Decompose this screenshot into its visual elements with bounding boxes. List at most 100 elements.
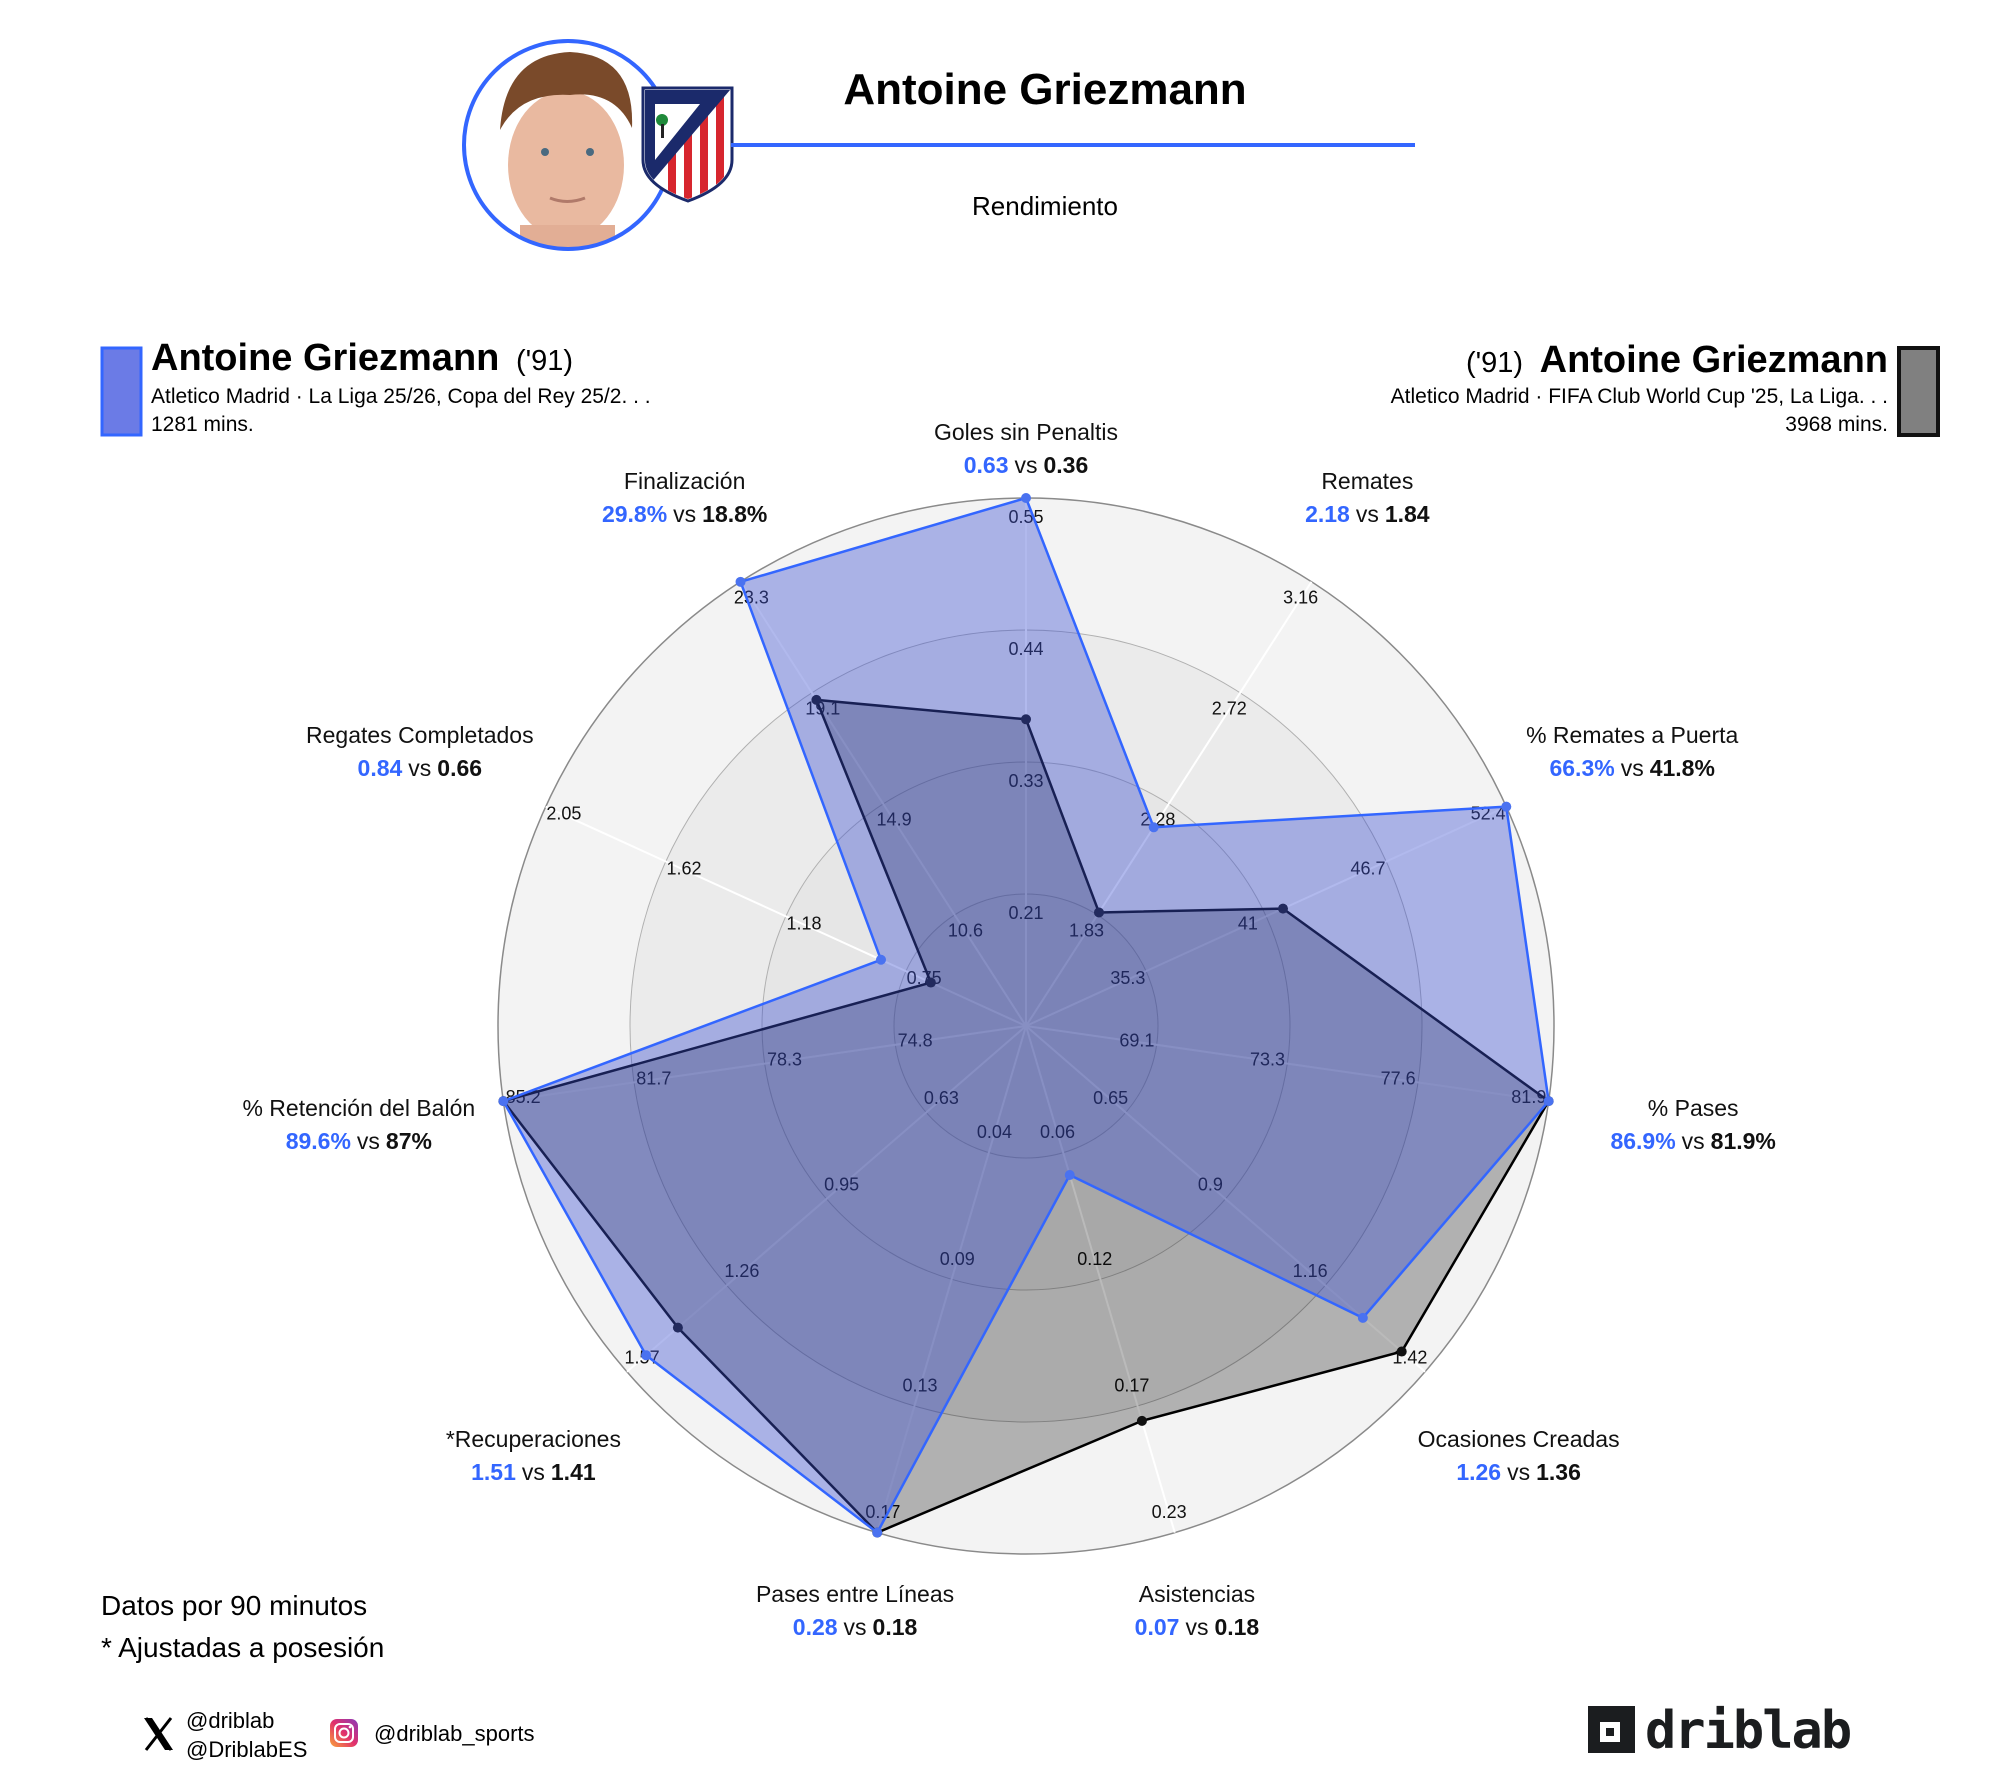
comparison-series-point bbox=[811, 694, 822, 705]
tick-label: 0.17 bbox=[1114, 1376, 1149, 1396]
axis-spoke bbox=[739, 581, 1027, 1027]
vs-label: vs bbox=[522, 1459, 545, 1485]
axis-spoke bbox=[545, 805, 1027, 1027]
tick-label: 0.13 bbox=[903, 1376, 938, 1396]
legend-player: Antoine Griezmann ('91) Atletico Madrid … bbox=[100, 337, 651, 437]
vs-label: vs bbox=[1356, 501, 1379, 527]
driblab-wordmark: driblab bbox=[1645, 1701, 1851, 1761]
comparison-value: 0.18 bbox=[873, 1614, 918, 1640]
legend-player-name: Antoine Griezmann bbox=[151, 337, 499, 379]
axis-values: 1.26 vs 1.36 bbox=[1456, 1459, 1581, 1485]
tick-label: 10.6 bbox=[948, 921, 983, 941]
player-value: 0.28 bbox=[793, 1614, 838, 1640]
tick-label: 74.8 bbox=[898, 1031, 933, 1051]
tick-label: 1.26 bbox=[724, 1261, 759, 1281]
tick-label: 1.62 bbox=[666, 859, 701, 879]
axis-label: % Retención del Balón bbox=[242, 1095, 475, 1121]
instagram-handle[interactable]: @driblab_sports bbox=[374, 1721, 535, 1746]
player-series-point bbox=[735, 576, 746, 587]
axis-values: 66.3% vs 41.8% bbox=[1549, 755, 1714, 781]
axis-spoke bbox=[1025, 1025, 1176, 1533]
player-series-point bbox=[875, 954, 886, 965]
tick-label: 1.83 bbox=[1069, 921, 1104, 941]
legend-comparison-name-line: ('91) Antoine Griezmann bbox=[1466, 339, 1888, 381]
player-series-point bbox=[1021, 493, 1031, 503]
axis-values: 89.6% vs 87% bbox=[286, 1128, 432, 1154]
vs-label: vs bbox=[408, 755, 431, 781]
tick-label: 46.7 bbox=[1350, 859, 1385, 879]
legend-player-competitions: Atletico Madrid · La Liga 25/26, Copa de… bbox=[151, 385, 651, 408]
tick-label: 41 bbox=[1238, 913, 1258, 933]
comparison-value: 87% bbox=[386, 1128, 432, 1154]
tick-label: 23.3 bbox=[734, 587, 769, 607]
player-series-point bbox=[1543, 1096, 1554, 1107]
comparison-series-point bbox=[925, 977, 936, 988]
tick-label: 0.23 bbox=[1152, 1502, 1187, 1522]
legend-comparison: ('91) Antoine Griezmann Atletico Madrid … bbox=[1391, 339, 1940, 437]
tick-label: 73.3 bbox=[1250, 1049, 1285, 1069]
axis-label: Ocasiones Creadas bbox=[1418, 1426, 1620, 1452]
axis-values: 86.9% vs 81.9% bbox=[1610, 1128, 1775, 1154]
comparison-series-point bbox=[1277, 903, 1288, 914]
legend-comparison-competitions: Atletico Madrid · FIFA Club World Cup '2… bbox=[1391, 385, 1888, 408]
tick-label: 14.9 bbox=[877, 809, 912, 829]
tick-label: 77.6 bbox=[1381, 1068, 1416, 1088]
axis-spoke bbox=[1025, 805, 1507, 1027]
legend-comparison-name: Antoine Griezmann bbox=[1540, 339, 1888, 381]
footer: @driblab @DriblabES @driblab_sports drib… bbox=[144, 1701, 1853, 1762]
tick-label: 0.65 bbox=[1093, 1088, 1128, 1108]
instagram-icon[interactable] bbox=[330, 1719, 358, 1747]
axis-label: Pases entre Líneas bbox=[756, 1581, 954, 1607]
axis-values: 0.63 vs 0.36 bbox=[964, 452, 1089, 478]
tick-label: 81.7 bbox=[636, 1068, 671, 1088]
comparison-series-area bbox=[502, 698, 1550, 1534]
tick-label: 2.05 bbox=[546, 804, 581, 824]
page-title: Antoine Griezmann bbox=[843, 65, 1246, 114]
vs-label: vs bbox=[1621, 755, 1644, 781]
comparison-series-point bbox=[1136, 1415, 1147, 1426]
axis-label: *Recuperaciones bbox=[446, 1426, 621, 1452]
legend-player-minutes: 1281 mins. bbox=[151, 413, 254, 436]
axis-label: Regates Completados bbox=[306, 722, 534, 748]
page-subtitle: Rendimiento bbox=[972, 191, 1118, 221]
tick-label: 0.04 bbox=[977, 1122, 1012, 1142]
axis-label: % Pases bbox=[1648, 1095, 1739, 1121]
x-icon[interactable] bbox=[144, 1717, 173, 1751]
axis-spoke bbox=[1025, 1025, 1426, 1373]
legend-comparison-year: ('91) bbox=[1466, 347, 1523, 379]
axis-spoke bbox=[626, 1025, 1027, 1373]
tick-label: 69.1 bbox=[1119, 1031, 1154, 1051]
comparison-value: 18.8% bbox=[702, 501, 767, 527]
player-value: 2.18 bbox=[1305, 501, 1350, 527]
tick-label: 1.16 bbox=[1293, 1261, 1328, 1281]
tick-label: 0.44 bbox=[1008, 639, 1043, 659]
player-value: 89.6% bbox=[286, 1128, 351, 1154]
x-handle-2[interactable]: @DriblabES bbox=[186, 1737, 307, 1762]
vs-label: vs bbox=[844, 1614, 867, 1640]
player-series-point bbox=[498, 1096, 509, 1107]
x-handle-1[interactable]: @driblab bbox=[186, 1708, 274, 1733]
note-adjusted: * Ajustadas a posesión bbox=[101, 1632, 384, 1663]
legend-player-year: ('91) bbox=[516, 345, 573, 377]
comparison-value: 0.36 bbox=[1044, 452, 1089, 478]
tick-label: 0.12 bbox=[1077, 1249, 1112, 1269]
tick-label: 1.18 bbox=[787, 913, 822, 933]
comparison-value: 41.8% bbox=[1650, 755, 1715, 781]
header: Antoine Griezmann Rendimiento bbox=[462, 39, 1415, 251]
tick-label: 0.9 bbox=[1198, 1175, 1223, 1195]
axis-values: 0.07 vs 0.18 bbox=[1135, 1614, 1260, 1640]
comparison-series-point bbox=[1093, 907, 1104, 918]
comparison-series-point bbox=[1396, 1346, 1407, 1357]
tick-label: 0.33 bbox=[1008, 771, 1043, 791]
legend-swatch-player bbox=[100, 346, 143, 437]
comparison-series-point bbox=[1021, 714, 1031, 725]
axis-label: Finalización bbox=[624, 468, 745, 494]
axis-values: 2.18 vs 1.84 bbox=[1305, 501, 1430, 527]
player-value: 29.8% bbox=[602, 501, 667, 527]
player-series-area bbox=[502, 496, 1550, 1534]
tick-label: 35.3 bbox=[1110, 968, 1145, 988]
player-value: 0.07 bbox=[1135, 1614, 1180, 1640]
vs-label: vs bbox=[1015, 452, 1038, 478]
axis-values: 1.51 vs 1.41 bbox=[471, 1459, 596, 1485]
